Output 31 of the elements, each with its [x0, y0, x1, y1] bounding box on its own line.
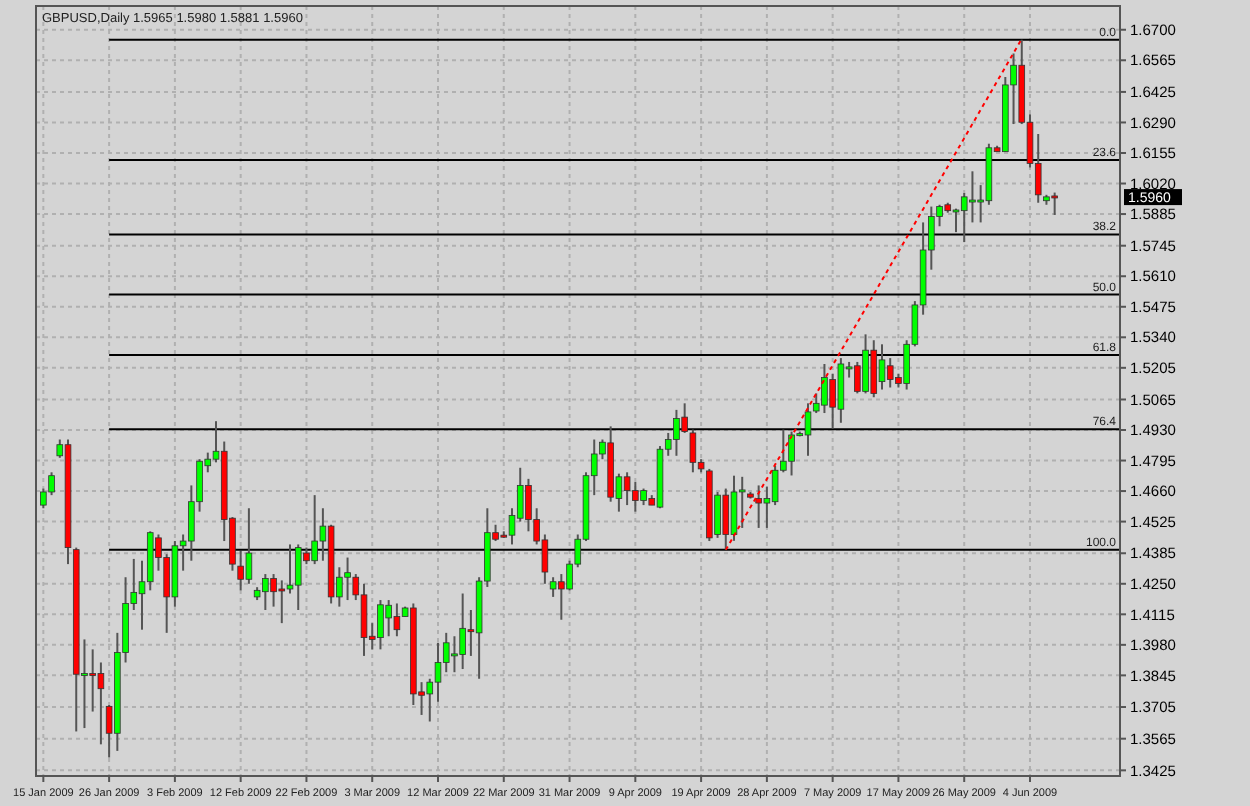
- candlestick: [377, 599, 384, 651]
- candlestick: [862, 333, 869, 395]
- candlestick: [278, 579, 286, 625]
- candlestick: [385, 599, 392, 638]
- candlestick: [245, 507, 253, 585]
- candlestick: [237, 549, 244, 592]
- candlestick: [459, 592, 466, 671]
- candlestick: [623, 471, 631, 507]
- candlestick: [549, 576, 557, 598]
- candlestick: [870, 339, 878, 399]
- candlestick: [738, 475, 746, 529]
- candlestick: [294, 543, 302, 612]
- candlestick: [730, 474, 738, 542]
- candlestick: [673, 408, 680, 457]
- candlestick: [821, 362, 828, 415]
- candlestick: [886, 357, 894, 389]
- candlestick: [89, 648, 96, 713]
- candlestick: [270, 573, 277, 608]
- candlestick: [1051, 191, 1058, 216]
- candlestick: [837, 357, 845, 424]
- candlestick: [451, 635, 458, 674]
- candlestick: [788, 430, 795, 477]
- candlestick: [632, 481, 639, 513]
- candlestick: [262, 573, 269, 612]
- candlestick: [969, 170, 976, 224]
- candlestick: [344, 556, 351, 602]
- candlestick: [360, 582, 368, 657]
- candlestick: [755, 484, 762, 529]
- candlestick: [311, 494, 318, 566]
- candlestick: [393, 602, 401, 638]
- candlestick: [878, 343, 886, 391]
